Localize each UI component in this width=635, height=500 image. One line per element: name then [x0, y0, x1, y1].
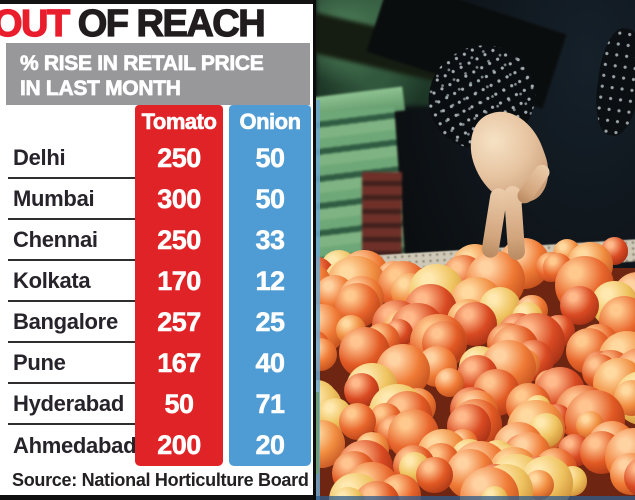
price-table: Tomato Onion Delhi 250 50 Mumbai 300 50 Chenna… [8, 105, 311, 466]
title-highlight: OUT [0, 4, 71, 44]
table-row: Delhi 250 50 [8, 138, 311, 179]
tomato-value: 170 [135, 261, 223, 302]
table-row: Ahmedabad 200 20 [8, 425, 311, 466]
header-tomato: Tomato [135, 105, 223, 138]
onion-value: 33 [229, 220, 311, 261]
top-rule [0, 0, 313, 4]
onion-value: 40 [229, 343, 311, 384]
title-band: OUT OF REACH [0, 4, 313, 44]
onion-value: 12 [229, 261, 311, 302]
tomato-vendor-photo [316, 0, 635, 500]
tomato [316, 337, 338, 372]
photo-bottom-strip [316, 496, 635, 500]
header-city-blank [8, 105, 135, 138]
subtitle-line-1: % RISE IN RETAIL PRICE [20, 52, 265, 76]
city-label: Ahmedabad [13, 432, 137, 458]
subtitle-box: % RISE IN RETAIL PRICE IN LAST MONTH [6, 43, 310, 105]
tomato [354, 480, 400, 500]
tomato-value: 257 [135, 302, 223, 343]
bottom-rule [0, 495, 316, 500]
onion-value: 50 [229, 138, 311, 179]
onion-value: 20 [229, 425, 311, 466]
vendor-hand [459, 100, 564, 264]
subtitle-line-2: IN LAST MONTH [20, 77, 182, 101]
tomato-value: 250 [135, 220, 223, 261]
tomato [623, 456, 635, 498]
tomato-value: 200 [135, 425, 223, 466]
table-header-row: Tomato Onion [8, 105, 311, 138]
city-label: Delhi [8, 138, 135, 179]
table-body: Delhi 250 50 Mumbai 300 50 Chennai 250 33 Kolkata… [8, 138, 311, 466]
city-label: Pune [8, 343, 135, 384]
header-onion: Onion [229, 105, 311, 138]
photo-right-sliver [316, 392, 319, 474]
table-row: Hyderabad 50 71 [8, 384, 311, 425]
table-row: Pune 167 40 [8, 343, 311, 384]
city-label: Kolkata [8, 261, 135, 302]
tomato-value: 167 [135, 343, 223, 384]
table-row: Bangalore 257 25 [8, 302, 311, 343]
city-label: Hyderabad [8, 384, 135, 425]
table-row: Kolkata 170 12 [8, 261, 311, 302]
panel-divider [313, 0, 316, 500]
onion-value: 50 [229, 179, 311, 220]
source-credit: Source: National Horticulture Board [12, 469, 309, 490]
city-label: Chennai [8, 220, 135, 261]
tomato-heap [316, 0, 635, 500]
city-label: Mumbai [8, 179, 135, 220]
table-row: Mumbai 300 50 [8, 179, 311, 220]
tomato-value: 50 [135, 384, 223, 425]
tomato [416, 456, 453, 494]
city-label: Bangalore [8, 302, 135, 343]
page-title: OUT OF REACH [0, 4, 266, 44]
title-rest: OF REACH [77, 4, 266, 44]
tomato-value: 300 [135, 179, 223, 220]
table-row: Chennai 250 33 [8, 220, 311, 261]
tomato-value: 250 [135, 138, 223, 179]
blue-edge-strip [316, 100, 320, 500]
onion-value: 25 [229, 302, 311, 343]
onion-value: 71 [229, 384, 311, 425]
